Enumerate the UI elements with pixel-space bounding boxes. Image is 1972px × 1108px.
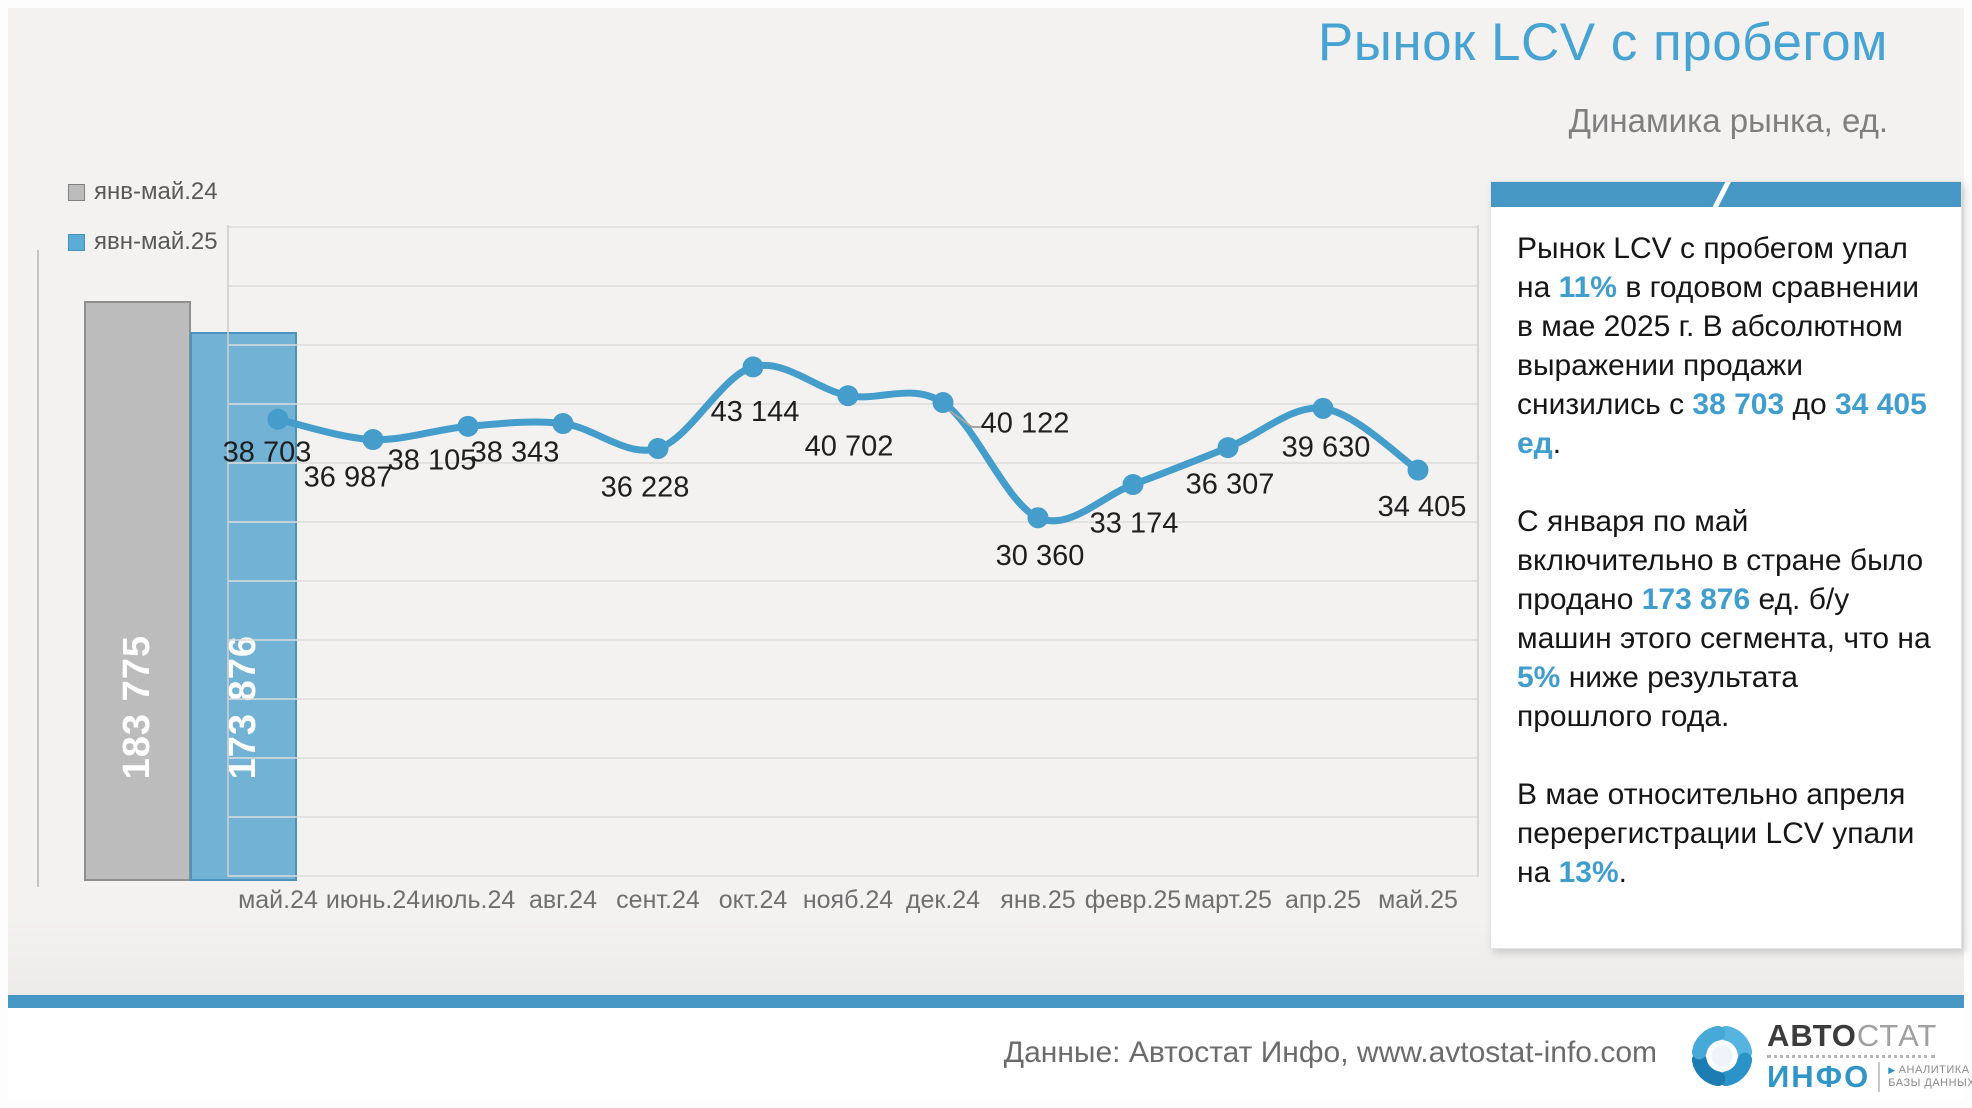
data-label: 36 228: [601, 472, 690, 504]
data-label: 36 987: [304, 462, 393, 494]
source-text: Данные: Автостат Инфо, www.avtostat-info…: [1003, 1036, 1657, 1069]
data-label: 36 307: [1186, 469, 1275, 501]
bar-axis-line: [37, 250, 39, 887]
sidebar-paragraph: Рынок LCV с пробегом упал на 11% в годов…: [1517, 229, 1935, 463]
data-label: 38 105: [388, 444, 477, 476]
x-axis-label: март.25: [1184, 886, 1272, 914]
x-axis-label: окт.24: [719, 886, 788, 914]
chart-legend: янв-май.24 явн-май.25: [68, 178, 218, 280]
logo-taglines: ▶ АНАЛИТИКА БАЗЫ ДАННЫХ: [1888, 1064, 1972, 1090]
highlight-value: 11%: [1558, 271, 1617, 304]
logo-tagline-2: БАЗЫ ДАННЫХ: [1888, 1076, 1972, 1089]
logo-dotted-line: [1767, 1055, 1935, 1058]
x-axis-label: нояб.24: [803, 886, 893, 914]
text-run: В мае относительно апреля перерегистраци…: [1517, 778, 1915, 889]
data-label: 43 144: [711, 396, 800, 428]
line-point-янв.25: [1027, 507, 1049, 529]
logo-swirl-icon: [1691, 1025, 1753, 1087]
logo-wordmark: АВТОСТАТ: [1767, 1020, 1972, 1051]
data-label: 30 360: [996, 540, 1085, 572]
label-leader-line: [946, 408, 981, 428]
text-run: до: [1784, 388, 1836, 421]
x-axis-label: апр.25: [1285, 886, 1361, 914]
line-point-июль.24: [457, 415, 479, 437]
logo-text: АВТОСТАТ ИНФО ▶ АНАЛИТИКА БАЗЫ ДАННЫХ: [1767, 1020, 1972, 1092]
sidebar-paragraph: В мае относительно апреля перерегистраци…: [1517, 775, 1935, 892]
commentary-panel: Рынок LCV с пробегом упал на 11% в годов…: [1490, 181, 1962, 949]
footer: Данные: Автостат Инфо, www.avtostat-info…: [8, 1008, 1972, 1100]
line-point-апр.25: [1312, 397, 1334, 419]
legend-label-2025: явн-май.25: [94, 228, 218, 255]
legend-swatch-gray-icon: [68, 183, 85, 201]
line-point-февр.25: [1122, 474, 1144, 496]
highlight-value: 173 876: [1641, 583, 1751, 616]
x-axis-label: май.24: [238, 886, 318, 914]
highlight-value: 38 703: [1692, 388, 1785, 421]
arrow-icon: ▶: [1888, 1064, 1896, 1075]
tagline-analytics: АНАЛИТИКА: [1898, 1063, 1970, 1076]
legend-item-2025: явн-май.25: [68, 228, 218, 255]
line-point-дек.24: [932, 392, 954, 414]
line-point-май.25: [1407, 459, 1429, 481]
line-point-авг.24: [552, 413, 574, 435]
highlight-value: 34 405 ед: [1517, 388, 1927, 460]
x-axis-label: май.25: [1378, 886, 1458, 914]
data-label: 40 702: [805, 431, 894, 463]
x-axis-label: июнь.24: [326, 886, 420, 914]
data-label: 34 405: [1378, 491, 1467, 523]
highlight-value: 5%: [1517, 661, 1561, 694]
logo-row2: ИНФО ▶ АНАЛИТИКА БАЗЫ ДАННЫХ: [1767, 1061, 1972, 1092]
commentary-header-bar: [1491, 182, 1961, 207]
sidebar-paragraph: С января по май включительно в стране бы…: [1517, 502, 1935, 736]
logo-tagline-1: ▶ АНАЛИТИКА: [1888, 1064, 1972, 1077]
text-run: .: [1552, 427, 1562, 460]
chart-subtitle: Динамика рынка, ед.: [1568, 102, 1888, 139]
line-point-май.24: [267, 408, 289, 430]
x-axis-label: дек.24: [906, 886, 980, 914]
x-axis-label: авг.24: [529, 886, 597, 914]
legend-swatch-blue-icon: [68, 233, 85, 251]
logo-center-dot: [1711, 1045, 1733, 1067]
text-run: Рынок LCV с пробегом упал на: [1517, 232, 1908, 304]
page-title: Рынок LCV с пробегом: [1317, 13, 1888, 72]
text-run: ниже результата прошлого года.: [1517, 661, 1798, 733]
x-axis-label: янв.25: [1000, 886, 1075, 914]
bar-total-2025: 173 876: [190, 332, 297, 881]
text-run: в годовом сравнении в мае 2025 г. В абсо…: [1517, 271, 1919, 421]
avtostat-info-logo: АВТОСТАТ ИНФО ▶ АНАЛИТИКА БАЗЫ ДАННЫХ: [1687, 1020, 1972, 1092]
line-point-окт.24: [742, 356, 764, 378]
line-point-июнь.24: [362, 429, 384, 451]
data-label: 39 630: [1282, 431, 1371, 463]
legend-label-2024: янв-май.24: [94, 178, 218, 205]
line-point-март.25: [1217, 437, 1239, 459]
text-run: ед. б/у машин этого сегмента, что на: [1517, 583, 1931, 655]
data-label: 38 343: [471, 437, 560, 469]
data-label: 40 122: [981, 408, 1070, 440]
line-point-нояб.24: [837, 385, 859, 407]
divider-bar: [8, 995, 1964, 1008]
data-label: 33 174: [1090, 508, 1179, 540]
slash-mark-icon: [1710, 182, 1733, 207]
line-point-сент.24: [647, 438, 669, 460]
logo-separator: [1878, 1061, 1881, 1092]
text-run: С января по май включительно в стране бы…: [1517, 505, 1924, 616]
data-label: 38 703: [223, 436, 312, 468]
x-axis-label: февр.25: [1085, 886, 1181, 914]
text-run: .: [1618, 856, 1627, 889]
highlight-value: 13%: [1558, 856, 1619, 889]
logo-avto: АВТО: [1767, 1018, 1857, 1053]
x-axis-label: июль.24: [421, 886, 516, 914]
commentary-body: Рынок LCV с пробегом упал на 11% в годов…: [1491, 207, 1961, 948]
logo-stat: СТАТ: [1856, 1018, 1938, 1053]
logo-info: ИНФО: [1767, 1059, 1871, 1094]
legend-item-2024: янв-май.24: [68, 178, 218, 205]
x-axis-label: сент.24: [616, 886, 700, 914]
